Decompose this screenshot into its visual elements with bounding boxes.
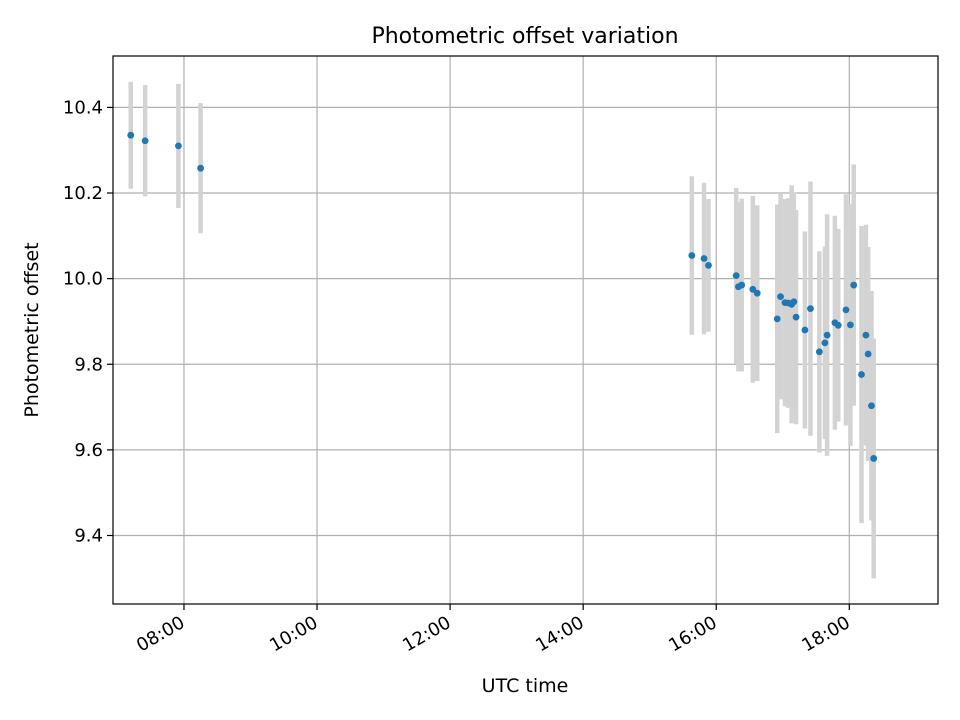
y-tick-label: 10.4 <box>63 97 103 118</box>
y-tick-label: 9.4 <box>74 526 103 547</box>
y-tick-label: 9.8 <box>74 354 103 375</box>
data-point <box>705 261 712 269</box>
grid <box>113 56 938 604</box>
y-axis-label: Photometric offset <box>21 242 43 417</box>
data-point <box>864 350 872 358</box>
y-tick-label: 10.2 <box>63 183 103 204</box>
data-point <box>807 305 814 312</box>
data-point <box>700 255 708 262</box>
data-point <box>688 252 696 259</box>
data-point <box>868 402 875 410</box>
data-point <box>753 289 761 297</box>
data-point <box>749 285 757 293</box>
data-point <box>862 331 870 339</box>
y-axis-ticks: 9.4 9.6 9.8 10.0 10.2 10.4 <box>63 97 113 547</box>
chart-title: Photometric offset variation <box>371 24 678 49</box>
data-point <box>850 281 858 289</box>
data-point <box>141 137 149 145</box>
data-point <box>870 455 878 462</box>
data-point <box>801 326 809 334</box>
data-point <box>815 348 823 356</box>
x-axis-label: UTC time <box>482 675 569 697</box>
data-point <box>127 131 135 139</box>
data-point <box>197 164 205 172</box>
data-points <box>127 131 878 462</box>
data-point <box>738 281 746 289</box>
y-tick-label: 9.6 <box>74 440 103 461</box>
data-point <box>858 371 865 378</box>
data-point <box>846 321 854 329</box>
data-point <box>790 298 798 306</box>
data-point <box>175 142 182 150</box>
data-point <box>834 321 842 329</box>
data-point <box>773 315 781 323</box>
data-point <box>842 306 850 314</box>
y-tick-label: 10.0 <box>63 269 103 290</box>
data-point <box>821 339 829 347</box>
data-point <box>732 272 740 280</box>
data-point <box>777 293 784 301</box>
data-point <box>792 313 800 321</box>
data-point <box>823 331 831 339</box>
plot-frame <box>112 55 939 605</box>
